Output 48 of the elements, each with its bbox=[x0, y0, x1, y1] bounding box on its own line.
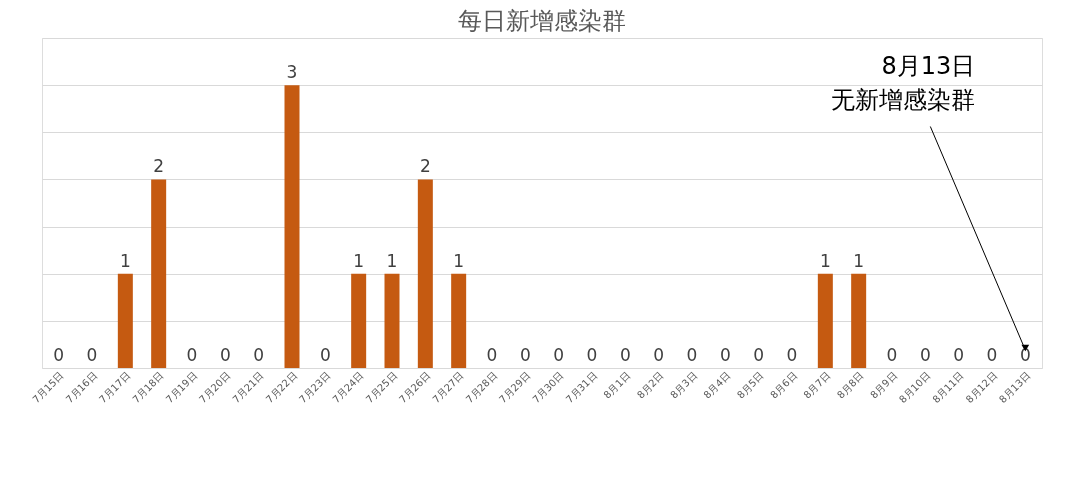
data-label: 0 bbox=[786, 345, 798, 365]
data-label: 1 bbox=[853, 250, 865, 271]
data-label: 0 bbox=[753, 345, 765, 365]
annotation: 无新增感染群 bbox=[831, 85, 976, 114]
data-label: 3 bbox=[286, 62, 298, 83]
x-tick-label: 8月1日 bbox=[601, 369, 633, 401]
x-tick-label: 8月3日 bbox=[668, 369, 700, 401]
x-tick-label: 8月11日 bbox=[930, 369, 966, 406]
data-label: 0 bbox=[586, 345, 598, 365]
x-tick-label: 7月21日 bbox=[230, 369, 266, 406]
x-tick-label: 8月7日 bbox=[801, 369, 833, 401]
x-tick-label: 8月2日 bbox=[634, 369, 666, 401]
data-label: 2 bbox=[419, 156, 431, 177]
data-label: 0 bbox=[519, 345, 531, 365]
data-label: 0 bbox=[319, 345, 331, 365]
data-label: 0 bbox=[486, 345, 498, 365]
data-label: 1 bbox=[453, 250, 465, 271]
data-label: 1 bbox=[819, 250, 831, 271]
data-label: 0 bbox=[953, 345, 965, 365]
x-tick-label: 8月6日 bbox=[768, 369, 800, 401]
x-tick-label: 7月31日 bbox=[563, 369, 600, 406]
data-label: 0 bbox=[219, 345, 231, 365]
data-label: 0 bbox=[186, 345, 198, 365]
data-label: 0 bbox=[886, 345, 898, 365]
data-label: 0 bbox=[986, 345, 998, 365]
data-label: 0 bbox=[619, 345, 631, 365]
data-label: 1 bbox=[386, 250, 398, 271]
data-label: 0 bbox=[686, 345, 698, 365]
data-label: 0 bbox=[553, 345, 565, 365]
data-label: 0 bbox=[653, 345, 665, 365]
x-tick-label: 7月27日 bbox=[430, 369, 466, 406]
data-label: 0 bbox=[86, 345, 98, 365]
data-label: 1 bbox=[119, 250, 131, 271]
x-tick-label: 7月15日 bbox=[30, 369, 66, 406]
x-tick-label: 8月8日 bbox=[834, 369, 866, 401]
data-label: 0 bbox=[253, 345, 265, 365]
annotation: 8月13日 bbox=[881, 51, 976, 80]
chart-title: 每日新增感染群 bbox=[458, 7, 626, 35]
x-tick-label: 8月4日 bbox=[701, 369, 733, 401]
data-label: 0 bbox=[919, 345, 931, 365]
x-tick-label: 8月5日 bbox=[734, 369, 766, 401]
data-label: 0 bbox=[719, 345, 731, 365]
x-tick-label: 7月24日 bbox=[330, 369, 366, 406]
data-label: 0 bbox=[53, 345, 65, 365]
data-label: 2 bbox=[153, 156, 165, 177]
x-tick-label: 7月30日 bbox=[530, 369, 566, 406]
data-label: 1 bbox=[353, 250, 365, 271]
x-tick-label: 7月18日 bbox=[130, 369, 166, 406]
